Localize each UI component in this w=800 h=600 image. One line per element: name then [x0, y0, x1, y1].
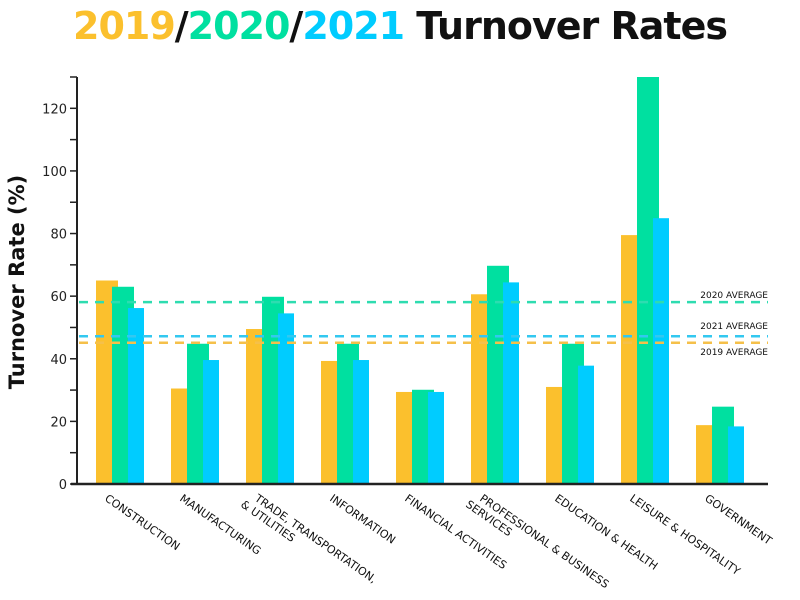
- average-label: 2021 AVERAGE: [700, 322, 768, 332]
- bar-2021: [728, 426, 744, 484]
- category-label-line: CONSTRUCTION: [102, 492, 182, 553]
- y-tick-label: 80: [50, 228, 67, 243]
- bar-2021: [428, 391, 444, 484]
- title-part: 2019: [73, 4, 176, 48]
- category-label: CONSTRUCTION: [102, 492, 182, 553]
- title-part: /: [289, 4, 303, 48]
- bar-2021: [353, 360, 369, 484]
- bar-2021: [503, 282, 519, 484]
- title-part: Turnover Rates: [404, 4, 728, 48]
- category-label: PROFESSIONAL & BUSINESSSERVICES: [463, 487, 611, 600]
- title-part: 2020: [187, 4, 291, 48]
- y-tick-label: 100: [42, 165, 67, 180]
- category-label: GOVERNMENT: [702, 492, 774, 548]
- y-tick-label: 20: [50, 415, 67, 430]
- average-label: 2020 AVERAGE: [700, 291, 768, 301]
- title-part: 2021: [302, 4, 405, 48]
- bar-2021: [278, 313, 294, 484]
- category-label-line: GOVERNMENT: [702, 492, 774, 548]
- category-label-line: INFORMATION: [327, 492, 398, 547]
- y-tick-label: 40: [50, 353, 67, 368]
- y-tick-label: 60: [50, 290, 67, 305]
- y-axis-label: Turnover Rate (%): [5, 175, 29, 389]
- y-tick-label: 0: [59, 478, 67, 493]
- y-tick-label: 120: [42, 102, 67, 117]
- category-label: INFORMATION: [327, 492, 398, 547]
- chart-title: 2019/2020/2021 Turnover Rates: [0, 4, 800, 48]
- category-label: TRADE, TRANSPORTATION,& UTILITIES: [238, 487, 379, 596]
- category-label-line: PROFESSIONAL & BUSINESS: [477, 492, 611, 591]
- bar-2021: [653, 218, 669, 484]
- average-label: 2019 AVERAGE: [700, 348, 768, 358]
- bar-2021: [203, 360, 219, 484]
- bar-2021: [578, 365, 594, 484]
- title-part: /: [174, 4, 189, 48]
- bar-2021: [128, 308, 144, 484]
- category-label-line: TRADE, TRANSPORTATION,: [251, 491, 378, 586]
